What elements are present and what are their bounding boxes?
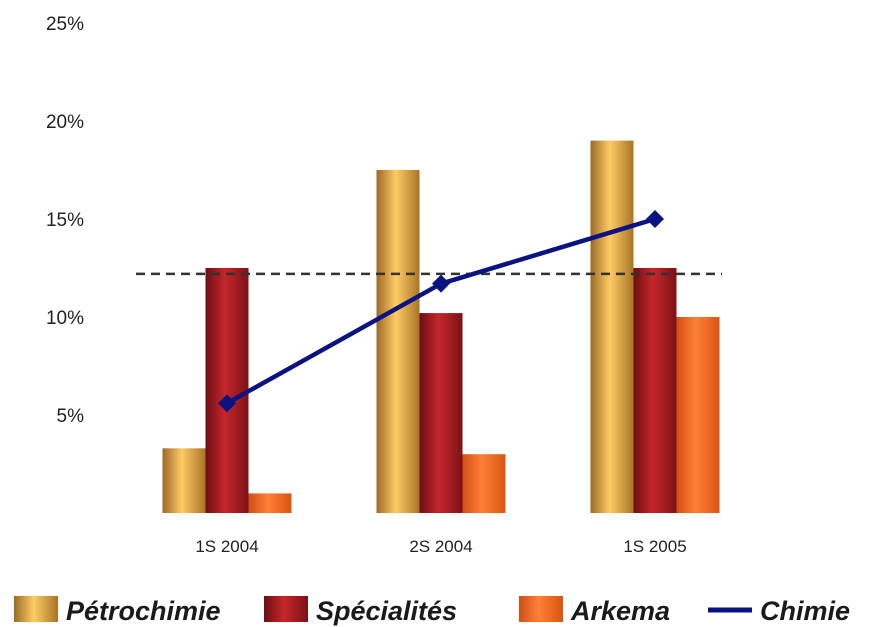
legend: Pétrochimie Spécialités Arkema Chimie <box>14 596 850 626</box>
y-tick-label: 20% <box>46 112 84 133</box>
x-category-label: 1S 2005 <box>623 537 686 556</box>
bars <box>162 140 720 513</box>
line-series <box>218 210 664 413</box>
bar-specialites-0 <box>205 268 249 513</box>
y-tick-label: 15% <box>46 210 84 231</box>
y-axis: 5% 10% 15% 20% 25% <box>46 14 84 427</box>
legend-swatch-petrochimie <box>14 596 58 622</box>
bar-specialites-2 <box>633 268 677 513</box>
point-chimie-0 <box>218 394 236 413</box>
legend-swatch-specialites <box>264 596 308 622</box>
legend-label-specialites: Spécialités <box>316 596 457 626</box>
bar-specialites-1 <box>419 313 463 513</box>
legend-swatch-arkema <box>519 596 563 622</box>
point-chimie-1 <box>432 274 450 293</box>
y-tick-label: 5% <box>57 406 85 427</box>
legend-label-petrochimie: Pétrochimie <box>66 596 221 626</box>
legend-label-arkema: Arkema <box>570 596 670 626</box>
x-axis: 1S 2004 2S 2004 1S 2005 <box>195 537 686 556</box>
bar-arkema-1 <box>462 454 506 513</box>
legend-label-chimie: Chimie <box>760 596 850 626</box>
bar-petrochimie-1 <box>376 170 420 513</box>
bar-petrochimie-2 <box>590 140 634 513</box>
point-chimie-2 <box>646 210 664 228</box>
x-category-label: 2S 2004 <box>409 537 472 556</box>
bar-petrochimie-0 <box>162 448 206 513</box>
y-tick-label: 10% <box>46 308 84 329</box>
x-category-label: 1S 2004 <box>195 537 258 556</box>
bar-arkema-2 <box>676 317 720 513</box>
bar-arkema-0 <box>248 493 292 513</box>
y-tick-label: 25% <box>46 14 84 35</box>
